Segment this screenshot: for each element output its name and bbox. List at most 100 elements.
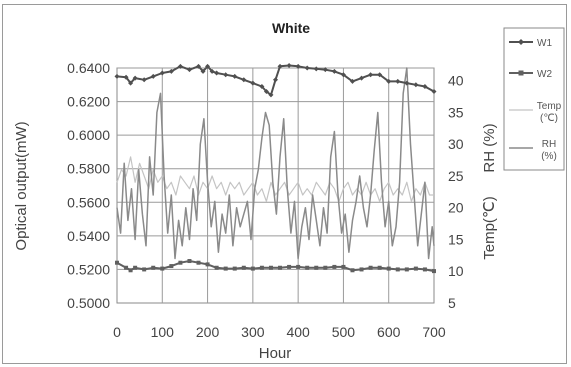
legend-label: RH bbox=[542, 139, 556, 150]
x-tick-label: 600 bbox=[377, 324, 401, 340]
data-point-w2 bbox=[196, 260, 201, 265]
data-point-w1 bbox=[395, 78, 401, 84]
data-point-w2 bbox=[305, 265, 310, 270]
data-point-w2 bbox=[404, 267, 409, 272]
data-point-w2 bbox=[214, 265, 219, 270]
y-right-tick-label: 20 bbox=[448, 200, 464, 216]
data-point-w1 bbox=[422, 83, 428, 89]
legend-label: (%) bbox=[541, 151, 557, 162]
y-left-tick-label: 0.5000 bbox=[67, 295, 110, 311]
x-tick-label: 700 bbox=[422, 324, 446, 340]
x-tick-label: 500 bbox=[332, 324, 356, 340]
data-point-w1 bbox=[232, 73, 238, 79]
data-point-w1 bbox=[259, 83, 265, 89]
data-point-w2 bbox=[128, 268, 133, 273]
x-tick-label: 200 bbox=[196, 324, 220, 340]
data-point-w1 bbox=[114, 73, 120, 79]
data-point-w2 bbox=[115, 260, 119, 265]
data-point-w1 bbox=[404, 80, 410, 86]
x-tick-label: 100 bbox=[151, 324, 175, 340]
x-tick-label: 0 bbox=[113, 324, 121, 340]
data-point-w1 bbox=[128, 80, 134, 86]
data-point-w2 bbox=[278, 265, 283, 270]
y-left-tick-label: 0.6200 bbox=[67, 94, 110, 110]
data-point-w2 bbox=[323, 265, 328, 270]
data-point-w1 bbox=[241, 77, 247, 83]
data-point-w2 bbox=[241, 265, 246, 270]
y-right-tick-label: 5 bbox=[448, 295, 456, 311]
data-point-w1 bbox=[304, 65, 310, 71]
data-point-w1 bbox=[123, 74, 129, 80]
legend-box bbox=[503, 27, 565, 171]
legend-label: Temp bbox=[537, 101, 562, 112]
data-point-w2 bbox=[314, 265, 319, 270]
legend-label: W1 bbox=[537, 38, 552, 49]
data-point-w2 bbox=[124, 265, 129, 270]
data-point-w1 bbox=[377, 72, 383, 78]
data-point-w2 bbox=[142, 267, 147, 272]
data-point-w2 bbox=[178, 260, 183, 265]
legend: W1 W2 Temp(℃) RH(%) bbox=[509, 38, 562, 162]
y-axis-left-title: Optical output(mW) bbox=[13, 121, 30, 250]
y-left-tick-label: 0.5400 bbox=[67, 228, 110, 244]
data-point-w2 bbox=[205, 262, 210, 267]
y-left-tick-label: 0.5200 bbox=[67, 261, 110, 277]
data-point-w1 bbox=[196, 63, 202, 69]
tick-labels: 0.5000 0.5200 0.5400 0.5600 0.5800 0.6000 0.62… bbox=[67, 60, 464, 340]
legend-label: W2 bbox=[537, 69, 552, 80]
legend-marker bbox=[518, 39, 524, 45]
data-point-w2 bbox=[296, 264, 301, 269]
y-left-tick-label: 0.6000 bbox=[67, 127, 110, 143]
data-point-w1 bbox=[250, 80, 256, 86]
data-point-w1 bbox=[132, 75, 138, 81]
data-point-w2 bbox=[259, 265, 264, 270]
x-axis-title: Hour bbox=[259, 345, 292, 362]
data-point-w1 bbox=[286, 62, 292, 68]
data-point-w1 bbox=[159, 70, 165, 76]
data-point-w1 bbox=[273, 77, 278, 83]
data-point-w1 bbox=[368, 72, 374, 78]
y-left-tick-label: 0.5800 bbox=[67, 161, 110, 177]
data-point-w1 bbox=[205, 63, 211, 69]
data-point-w1 bbox=[214, 70, 220, 76]
y-left-tick-label: 0.5600 bbox=[67, 194, 110, 210]
data-point-w2 bbox=[395, 267, 400, 272]
data-point-w2 bbox=[368, 265, 373, 270]
data-point-w1 bbox=[263, 89, 269, 94]
data-point-w2 bbox=[169, 264, 174, 269]
data-point-w1 bbox=[331, 68, 337, 74]
data-point-w2 bbox=[268, 265, 273, 270]
data-point-w1 bbox=[295, 63, 301, 69]
y-right-tick-label: 30 bbox=[448, 136, 464, 152]
data-point-w1 bbox=[200, 68, 206, 74]
y-right-tick-label: 25 bbox=[448, 168, 464, 184]
data-point-w1 bbox=[141, 77, 147, 83]
data-point-w2 bbox=[332, 264, 337, 269]
legend-label: (℃) bbox=[540, 113, 558, 124]
data-point-w2 bbox=[133, 265, 138, 270]
y-axis-right-title-rh: RH (%) bbox=[481, 123, 498, 172]
data-point-w2 bbox=[386, 266, 391, 271]
y-right-tick-label: 35 bbox=[448, 104, 464, 120]
data-point-w1 bbox=[223, 72, 229, 78]
data-point-w2 bbox=[359, 267, 364, 272]
data-point-w1 bbox=[322, 67, 328, 73]
data-point-w2 bbox=[187, 259, 192, 264]
data-point-w2 bbox=[223, 266, 228, 271]
series-line-temp bbox=[116, 156, 434, 202]
data-point-w2 bbox=[377, 265, 382, 270]
data-point-w2 bbox=[287, 264, 292, 269]
data-point-w1 bbox=[177, 63, 183, 69]
data-point-w1 bbox=[313, 66, 319, 72]
data-point-w2 bbox=[422, 267, 427, 272]
series-group bbox=[114, 62, 437, 274]
data-point-w1 bbox=[150, 73, 156, 79]
data-point-w1 bbox=[413, 82, 419, 88]
data-point-w2 bbox=[432, 269, 436, 274]
data-point-w1 bbox=[340, 72, 346, 78]
data-point-w2 bbox=[250, 266, 255, 271]
chart-title: White bbox=[272, 20, 310, 36]
x-tick-label: 400 bbox=[286, 324, 310, 340]
y-left-tick-label: 0.6400 bbox=[67, 60, 110, 76]
